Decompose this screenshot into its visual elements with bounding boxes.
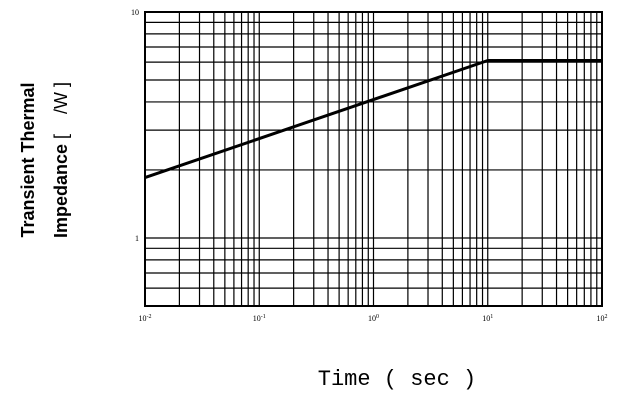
series-layer (144, 59, 602, 180)
y-axis-label-line2-unit: [ /W ] (51, 82, 71, 144)
x-tick-label-5: 102 (597, 314, 608, 323)
y-axis-label-line2-bold: Impedance (51, 144, 71, 238)
x-tick-label-1: 10-2 (139, 314, 152, 323)
grid (145, 12, 602, 306)
y-tick-label-1: 1 (135, 234, 139, 243)
plot-frame (144, 11, 603, 307)
y-tick-label-2: 10 (131, 8, 139, 17)
x-axis-label: Time ( sec ) (318, 367, 476, 392)
series-line-1 (144, 59, 602, 180)
x-tick-label-4: 101 (482, 314, 493, 323)
x-tick-label-2: 10-1 (253, 314, 266, 323)
tick-labels: 10-2 10-1 100 101 102 1 10 (131, 8, 608, 323)
y-axis-label-line2: Impedance [ /W ] (51, 82, 71, 238)
x-tick-label-3: 100 (368, 314, 379, 323)
y-axis-label-line1: Transient Thermal (18, 82, 38, 237)
